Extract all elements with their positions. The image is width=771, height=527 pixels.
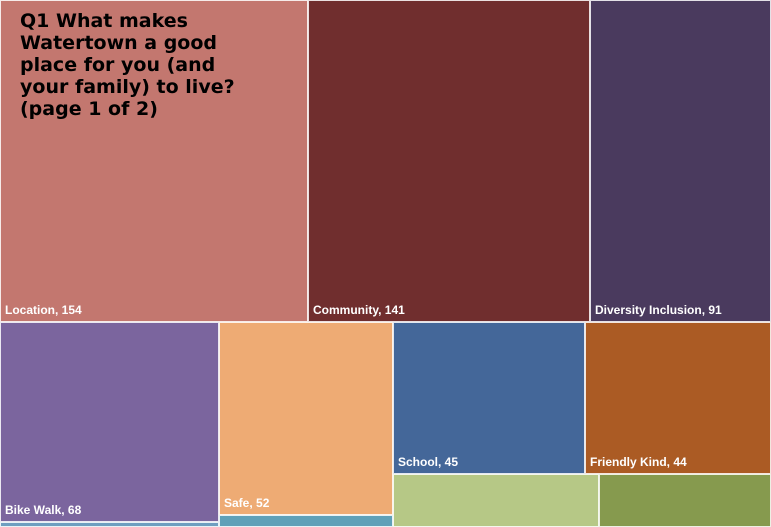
tile-location: Location, 154 (0, 0, 308, 322)
tile-bike-walk: Bike Walk, 68 (0, 322, 219, 522)
tile-label-school: School, 45 (398, 455, 459, 469)
tile-partial-olive-green (599, 474, 771, 527)
tile-label-bike-walk: Bike Walk, 68 (5, 503, 82, 517)
chart-title: Q1 What makes Watertown a good place for… (20, 10, 235, 120)
tile-diversity-inclusion: Diversity Inclusion, 91 (590, 0, 771, 322)
tile-community: Community, 141 (308, 0, 590, 322)
tile-label-diversity-inclusion: Diversity Inclusion, 91 (595, 303, 722, 317)
tile-label-location: Location, 154 (5, 303, 82, 317)
tile-label-safe: Safe, 52 (224, 496, 270, 510)
tile-label-community: Community, 141 (313, 303, 405, 317)
tile-partial-light-green (393, 474, 599, 527)
tile-partial-light-blue (0, 522, 219, 527)
tile-safe: Safe, 52 (219, 322, 393, 515)
tile-partial-teal (219, 515, 393, 527)
tile-label-friendly-kind: Friendly Kind, 44 (590, 455, 687, 469)
tile-school: School, 45 (393, 322, 585, 474)
tile-friendly-kind: Friendly Kind, 44 (585, 322, 771, 474)
